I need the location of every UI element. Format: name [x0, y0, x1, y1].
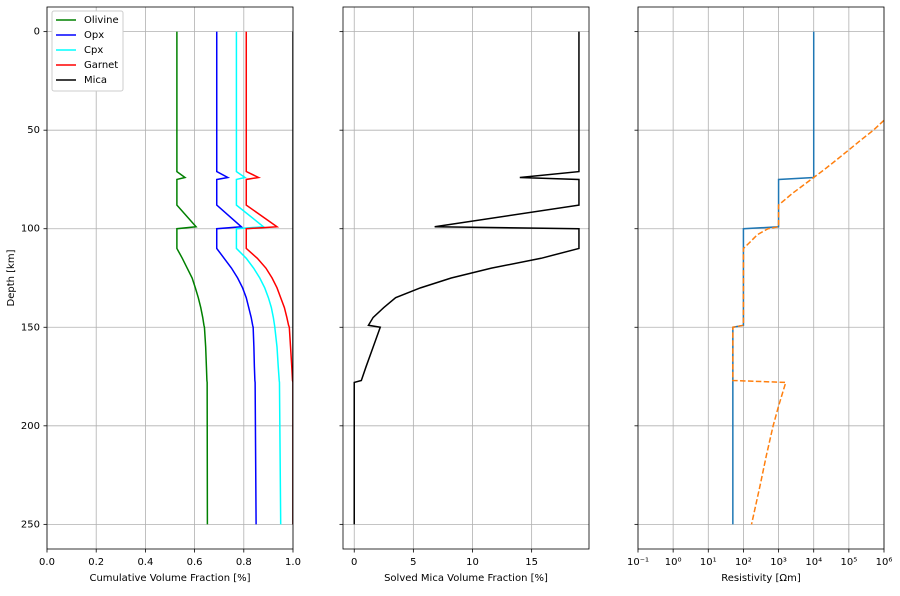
x-tick-label: 0.6 [187, 557, 203, 568]
y-tick-label: 200 [21, 421, 40, 432]
data-line [245, 31, 293, 525]
x-tick-label: 10⁻¹ [627, 557, 649, 568]
data-line [215, 31, 257, 525]
legend: Olivine Opx Cpx Garnet Mica [51, 10, 124, 92]
x-tick-label: 0.4 [137, 557, 153, 568]
x-tick-label: 0 [351, 557, 357, 568]
x-tick-label: 10 [466, 557, 479, 568]
axes-frame [637, 6, 885, 550]
x-tick-label: 10⁰ [665, 557, 682, 568]
x-tick-label: 5 [410, 557, 416, 568]
axes-frame [46, 6, 294, 550]
x-axis-label: Resistivity [Ωm] [721, 573, 801, 584]
x-tick-label: 10⁶ [876, 557, 893, 568]
legend-label: Olivine [84, 15, 119, 26]
x-tick-label: 0.8 [236, 557, 252, 568]
y-tick-label: 150 [21, 322, 40, 333]
data-line [732, 119, 884, 525]
y-tick-label: 50 [27, 125, 40, 136]
x-tick-label: 10³ [770, 557, 787, 568]
x-axis-label: Cumulative Volume Fraction [%] [89, 573, 250, 584]
x-tick-label: 1.0 [285, 557, 301, 568]
x-tick-label: 10⁵ [840, 557, 857, 568]
plot-area [47, 7, 293, 549]
y-tick-label: 100 [21, 224, 40, 235]
data-line [353, 31, 580, 525]
y-tick-label: 250 [21, 519, 40, 530]
x-tick-label: 10¹ [700, 557, 717, 568]
legend-label: Cpx [84, 45, 103, 56]
y-axis-label: Depth [km] [6, 249, 17, 306]
data-line [235, 31, 282, 525]
x-axis-label: Solved Mica Volume Fraction [%] [384, 573, 548, 584]
x-tick-label: 10⁴ [805, 557, 822, 568]
legend-label: Mica [84, 75, 107, 86]
x-tick-label: 10² [735, 557, 752, 568]
data-line [176, 31, 209, 525]
legend-box [51, 10, 124, 92]
plot-area [638, 7, 884, 549]
x-tick-label: 0.0 [39, 557, 55, 568]
plot-area [343, 7, 589, 549]
axes-frame [342, 6, 590, 550]
legend-label: Garnet [84, 60, 118, 71]
y-tick-label: 0 [34, 27, 40, 38]
x-tick-label: 0.2 [88, 557, 104, 568]
legend-label: Opx [84, 30, 104, 41]
x-tick-label: 15 [525, 557, 538, 568]
